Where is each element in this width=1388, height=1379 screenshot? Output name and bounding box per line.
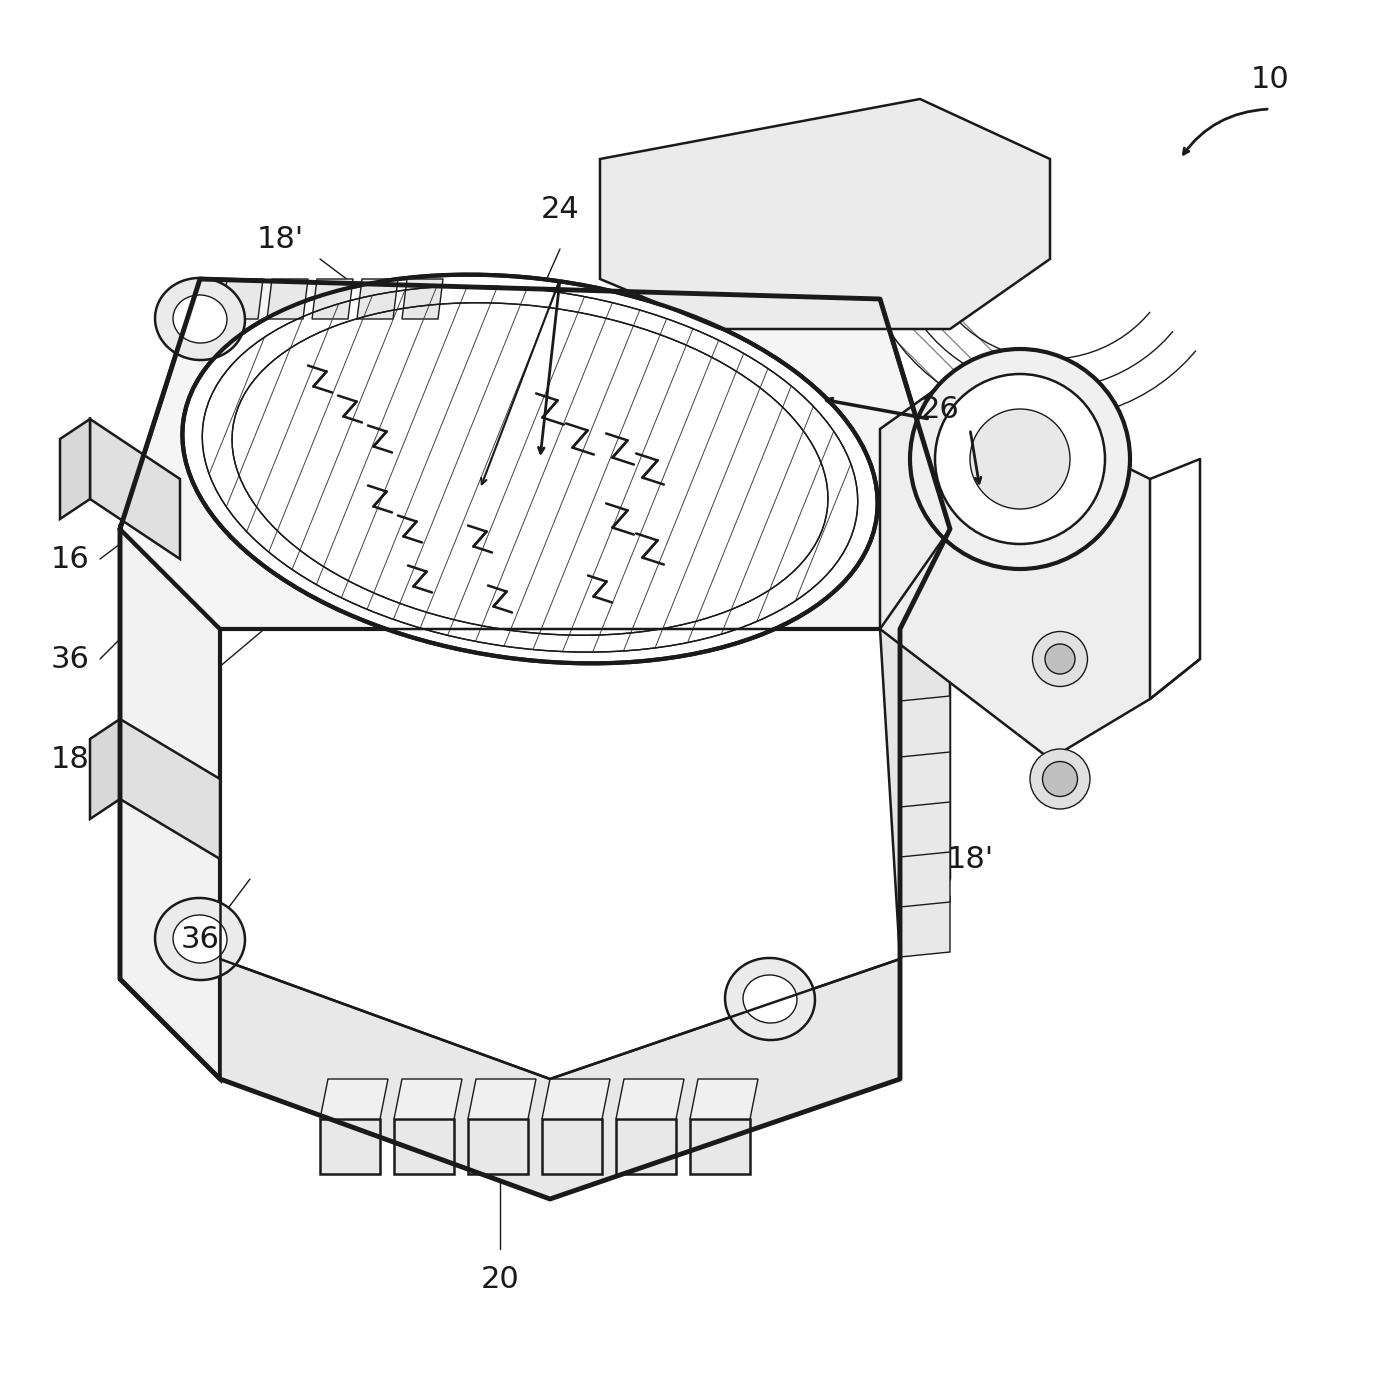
Polygon shape <box>221 958 899 1198</box>
Text: 18': 18' <box>947 844 994 873</box>
Polygon shape <box>880 379 1151 758</box>
Polygon shape <box>899 845 949 907</box>
Polygon shape <box>222 279 262 319</box>
Polygon shape <box>541 1118 602 1174</box>
Ellipse shape <box>182 274 877 663</box>
Text: 16: 16 <box>50 545 89 574</box>
Polygon shape <box>394 1078 462 1118</box>
Text: 36: 36 <box>180 924 219 953</box>
Polygon shape <box>616 1118 676 1174</box>
Ellipse shape <box>155 279 244 360</box>
Polygon shape <box>321 1118 380 1174</box>
Polygon shape <box>119 718 221 859</box>
Ellipse shape <box>1030 749 1090 809</box>
Polygon shape <box>312 279 353 319</box>
Polygon shape <box>403 279 443 319</box>
Polygon shape <box>90 419 180 558</box>
Polygon shape <box>468 1118 527 1174</box>
Text: 26: 26 <box>920 394 959 423</box>
Ellipse shape <box>203 285 858 652</box>
Text: 20: 20 <box>480 1265 519 1294</box>
Polygon shape <box>357 279 398 319</box>
Polygon shape <box>600 99 1049 330</box>
Polygon shape <box>690 1078 758 1118</box>
Polygon shape <box>899 796 949 856</box>
Ellipse shape <box>174 295 228 343</box>
Ellipse shape <box>970 410 1070 509</box>
Text: 36: 36 <box>50 644 89 673</box>
Polygon shape <box>119 279 949 629</box>
Ellipse shape <box>1033 632 1088 687</box>
Ellipse shape <box>743 975 797 1023</box>
Ellipse shape <box>725 958 815 1040</box>
Ellipse shape <box>155 898 244 980</box>
Polygon shape <box>60 419 90 519</box>
Text: 18': 18' <box>257 225 304 254</box>
Polygon shape <box>899 696 949 757</box>
Polygon shape <box>468 1078 536 1118</box>
Polygon shape <box>119 530 221 1078</box>
Polygon shape <box>321 1078 389 1118</box>
Ellipse shape <box>174 916 228 963</box>
Polygon shape <box>90 718 119 819</box>
Polygon shape <box>541 1078 609 1118</box>
Polygon shape <box>616 1078 684 1118</box>
Ellipse shape <box>936 374 1105 543</box>
Polygon shape <box>880 530 949 958</box>
Ellipse shape <box>1045 644 1074 674</box>
Text: 10: 10 <box>1251 65 1289 94</box>
Text: 24: 24 <box>540 194 579 223</box>
Polygon shape <box>394 1118 454 1174</box>
Ellipse shape <box>1042 761 1077 797</box>
Polygon shape <box>266 279 308 319</box>
Polygon shape <box>899 896 949 957</box>
Ellipse shape <box>911 349 1130 570</box>
Polygon shape <box>690 1118 750 1174</box>
Polygon shape <box>899 746 949 807</box>
Text: 18: 18 <box>50 745 89 774</box>
